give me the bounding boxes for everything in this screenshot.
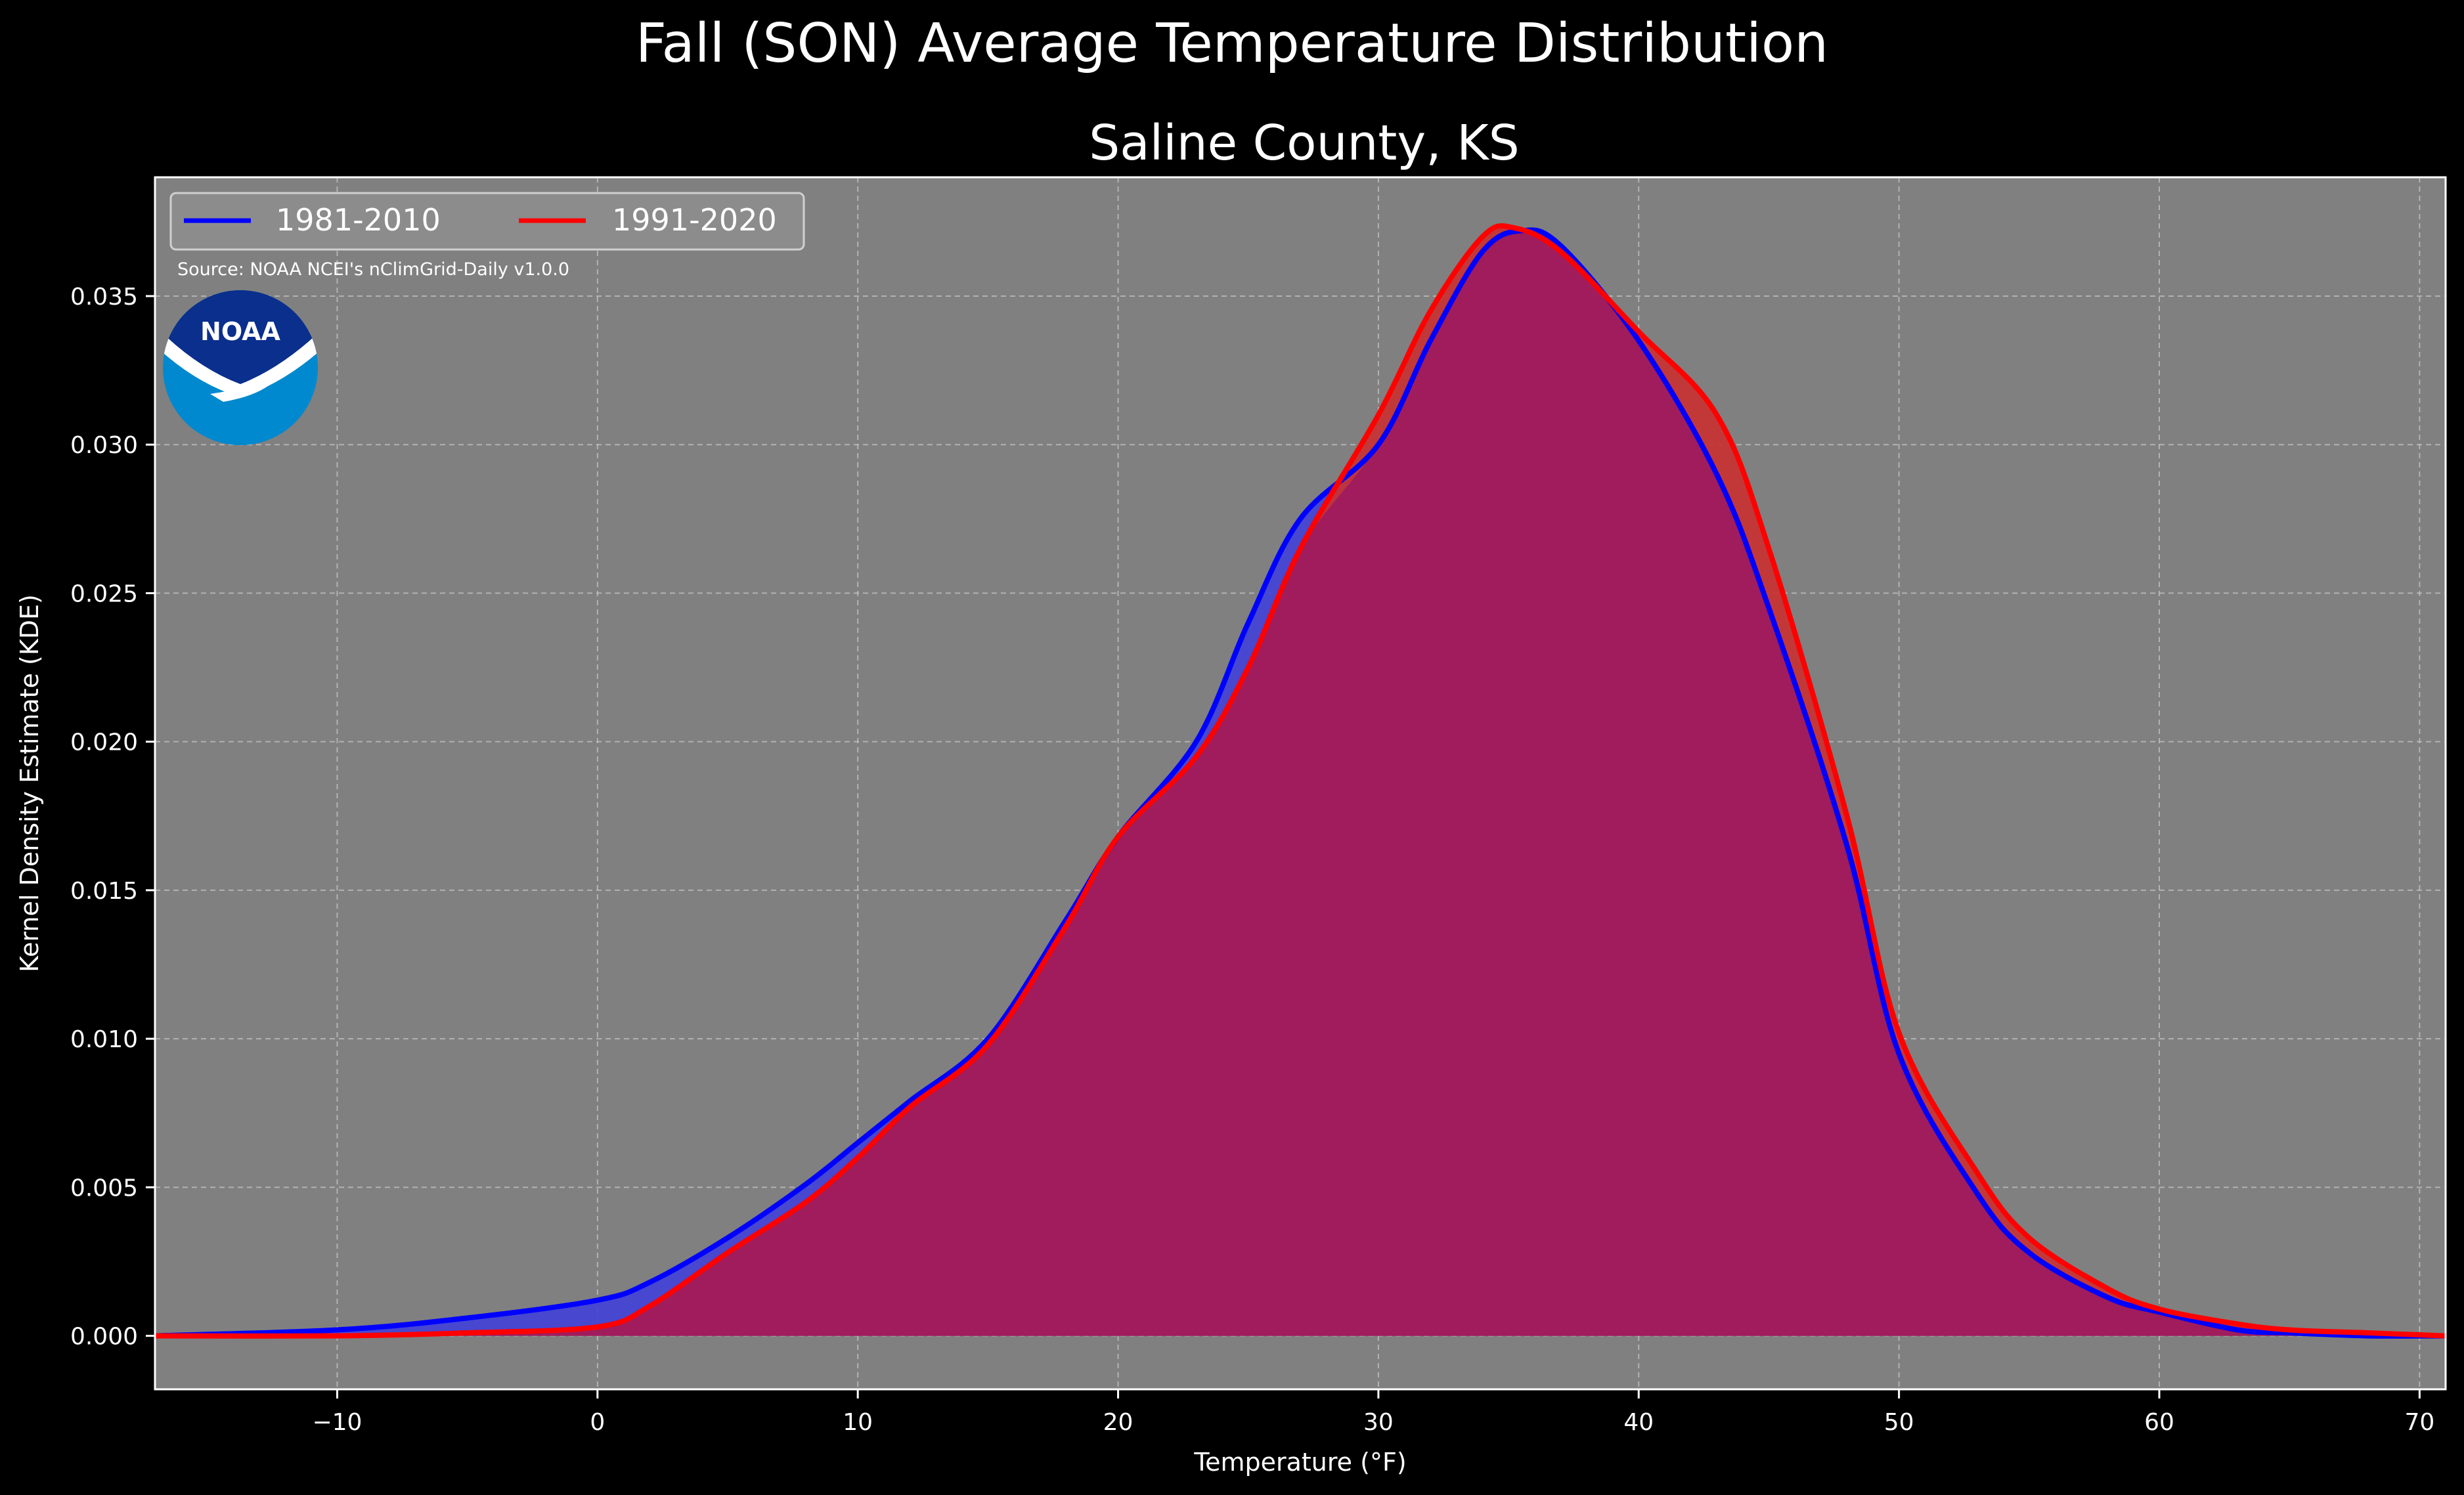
x-tick-label-1: 0 bbox=[590, 1409, 605, 1436]
legend-label-1991-2020: 1991-2020 bbox=[612, 202, 777, 238]
y-tick-label-2: 0.010 bbox=[70, 1026, 138, 1053]
x-tick-label-8: 70 bbox=[2404, 1409, 2434, 1436]
x-tick-label-5: 40 bbox=[1623, 1409, 1654, 1436]
y-tick-label-1: 0.005 bbox=[70, 1175, 138, 1202]
x-axis-ticks: −10 0 10 20 30 40 50 60 70 bbox=[312, 1389, 2434, 1436]
noaa-logo: NOAA bbox=[163, 290, 318, 445]
x-tick-label-0: −10 bbox=[312, 1409, 362, 1436]
area-fills bbox=[155, 225, 2446, 1336]
series-lines bbox=[155, 223, 2446, 1339]
chart-title: Fall (SON) Average Temperature Distribut… bbox=[635, 12, 1829, 75]
legend-label-1981-2010: 1981-2010 bbox=[276, 202, 441, 238]
x-tick-label-3: 20 bbox=[1103, 1409, 1133, 1436]
x-tick-label-6: 50 bbox=[1884, 1409, 1914, 1436]
y-tick-label-5: 0.025 bbox=[70, 580, 138, 607]
x-tick-label-7: 60 bbox=[2144, 1409, 2174, 1436]
y-tick-label-6: 0.030 bbox=[70, 432, 138, 459]
legend-box bbox=[169, 192, 805, 251]
legend: 1981-2010 1991-2020 bbox=[169, 192, 805, 251]
chart-subtitle: Saline County, KS bbox=[1089, 115, 1520, 171]
y-axis-ticks: 0.000 0.005 0.010 0.015 0.020 0.025 0.030 0.035 bbox=[70, 284, 155, 1351]
y-tick-label-4: 0.020 bbox=[70, 729, 138, 756]
series-line-1991-2020 bbox=[155, 223, 2446, 1339]
x-tick-label-4: 30 bbox=[1363, 1409, 1394, 1436]
series-line-1981-2010 bbox=[155, 227, 2446, 1339]
x-axis-label: Temperature (°F) bbox=[1193, 1448, 1406, 1477]
y-tick-label-3: 0.015 bbox=[70, 878, 138, 905]
noaa-logo-text: NOAA bbox=[200, 317, 280, 346]
y-tick-label-0: 0.000 bbox=[70, 1324, 138, 1351]
x-tick-label-2: 10 bbox=[843, 1409, 873, 1436]
source-note: Source: NOAA NCEI's nClimGrid-Daily v1.0… bbox=[177, 259, 569, 280]
plot-frame bbox=[154, 176, 2447, 1391]
y-tick-label-7: 0.035 bbox=[70, 284, 138, 311]
y-axis-label: Kernel Density Estimate (KDE) bbox=[15, 594, 44, 972]
area-overlap bbox=[155, 230, 2446, 1336]
